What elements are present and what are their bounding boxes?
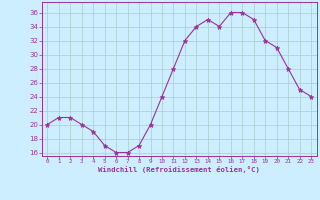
- X-axis label: Windchill (Refroidissement éolien,°C): Windchill (Refroidissement éolien,°C): [98, 166, 260, 173]
